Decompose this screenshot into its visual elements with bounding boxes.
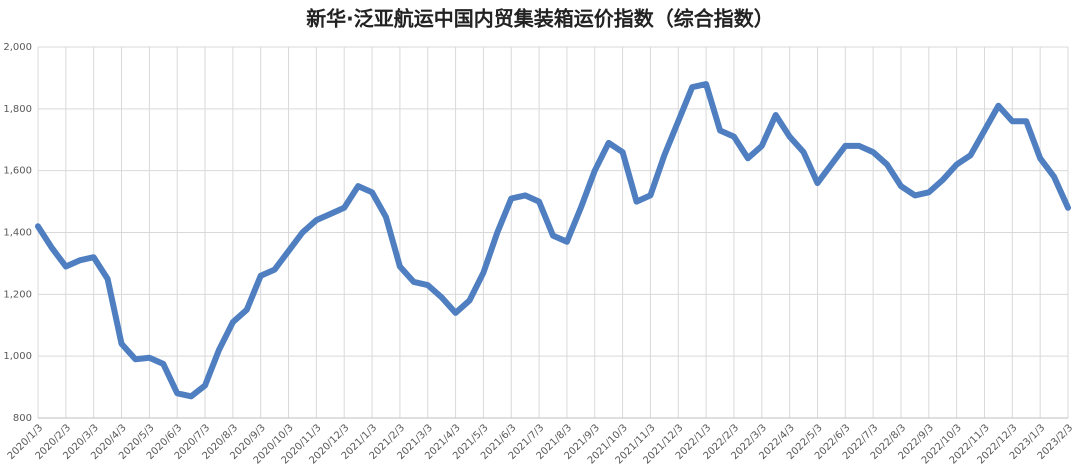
y-tick-label: 1,000 bbox=[3, 351, 32, 362]
y-tick-label: 1,600 bbox=[3, 166, 32, 177]
y-tick-label: 2,000 bbox=[3, 42, 32, 53]
chart-title: 新华·泛亚航运中国内贸集装箱运价指数（综合指数） bbox=[306, 7, 774, 31]
y-tick-label: 1,200 bbox=[3, 289, 32, 300]
data-line bbox=[35, 81, 1071, 400]
y-tick-label: 1,400 bbox=[3, 228, 32, 239]
y-tick-label: 800 bbox=[13, 413, 32, 424]
y-tick-label: 1,800 bbox=[3, 104, 32, 115]
